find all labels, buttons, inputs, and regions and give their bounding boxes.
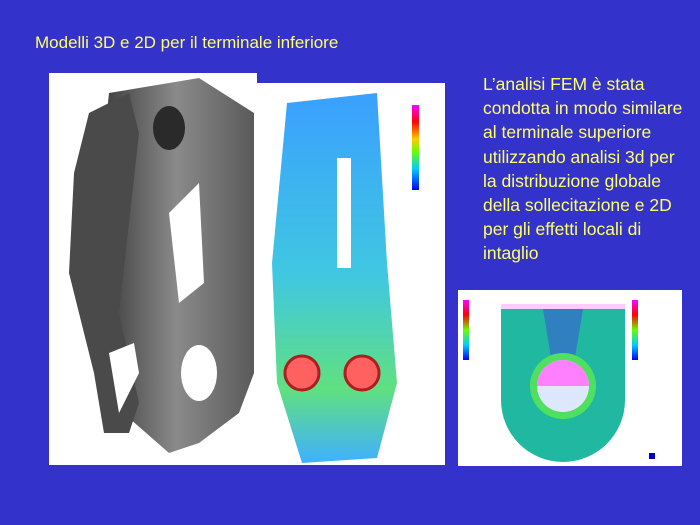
3d-fem-stress-image [257, 83, 445, 465]
2d-fem-notch-image [458, 290, 682, 466]
slide-body-text: L’analisi FEM è stata condotta in modo s… [483, 74, 683, 264]
3d-model-image [49, 73, 257, 465]
slide-title: Modelli 3D e 2D per il terminale inferio… [35, 33, 339, 52]
